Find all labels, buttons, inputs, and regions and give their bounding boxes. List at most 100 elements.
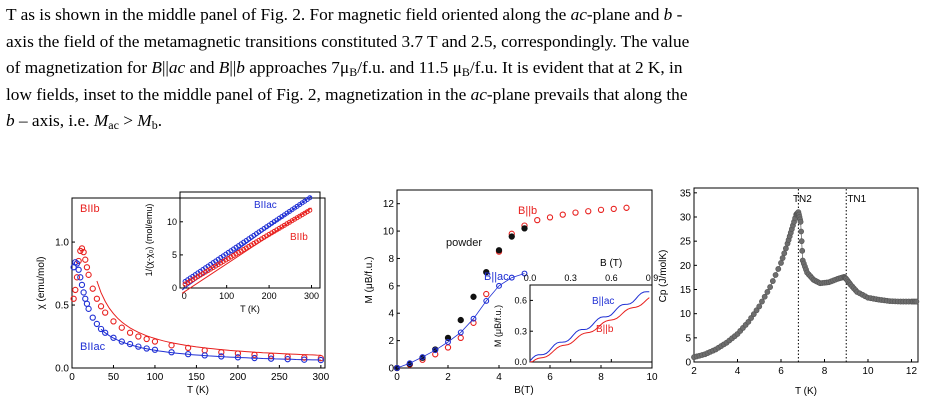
cp-point xyxy=(756,303,763,310)
mag-inset-xtick-label: 0.9 xyxy=(646,273,659,283)
mag-b-point xyxy=(559,211,566,218)
text-line-2: axis the field of the metamagnetic trans… xyxy=(6,31,690,51)
mag-frame xyxy=(396,189,653,369)
mag-inset-xtick-label: 0.3 xyxy=(564,273,577,283)
cp-point xyxy=(764,289,771,295)
chi-ac-point xyxy=(118,338,125,345)
chi-b-point xyxy=(80,248,87,256)
chi-b-point xyxy=(143,335,150,343)
chi-b-point xyxy=(93,295,101,302)
cp-point xyxy=(781,250,788,257)
cp-point xyxy=(761,293,768,300)
mag-xtick-label: 2 xyxy=(445,372,451,383)
mag-b-point xyxy=(470,319,477,326)
mag-ytick-label: 8 xyxy=(388,254,394,265)
mag-b-point xyxy=(534,216,541,224)
mag-inset-ytick-label: 0.3 xyxy=(514,326,527,336)
chi-label-ac: BIIac xyxy=(80,341,106,353)
paragraph: T as is shown in the middle panel of Fig… xyxy=(6,2,942,135)
chi-b-point xyxy=(251,351,258,358)
chi-xtick-label: 100 xyxy=(147,372,164,383)
cp-xtick-label: 10 xyxy=(862,366,874,377)
mag-ylabel: M (μB/f.u.) xyxy=(364,257,375,304)
mag-powder-point xyxy=(444,334,452,342)
chi-ac-point xyxy=(251,354,258,362)
cp-point xyxy=(769,278,776,284)
chi-fit-ac-line xyxy=(100,328,321,361)
chi-ytick-label: 1.0 xyxy=(55,238,69,249)
chi-inset-label-ac: BIIac xyxy=(254,200,277,211)
chi-b-point xyxy=(317,355,325,362)
mag-b-point xyxy=(572,209,579,216)
chi-ac-point xyxy=(110,334,117,341)
cp-point xyxy=(745,318,752,325)
cp-point xyxy=(767,284,774,290)
cp-ytick-label: 15 xyxy=(680,285,692,296)
chi-b-point xyxy=(89,285,96,292)
mag-ac-point xyxy=(406,360,413,367)
chi-inset-xtick-label: 300 xyxy=(304,291,319,301)
chi-ac-point xyxy=(97,325,105,333)
chi-inset-xtick-label: 200 xyxy=(262,291,277,301)
chi-b-point xyxy=(102,309,109,316)
mag-inset-xtick-label: 0.6 xyxy=(605,273,618,283)
chi-b-point xyxy=(82,256,89,263)
cp-xtick-label: 12 xyxy=(906,366,918,377)
mag-inset-xtick-label: 0.0 xyxy=(524,273,537,283)
chi-b-point xyxy=(151,338,159,345)
mag-b-point xyxy=(597,206,605,214)
cp-ytick-label: 10 xyxy=(680,309,692,320)
chi-fit-b-line xyxy=(96,280,321,356)
mag-label-ac: B||ac xyxy=(484,271,509,283)
chi-inset-b-point xyxy=(307,207,313,213)
chi-b-point xyxy=(184,344,192,352)
mag-b-point xyxy=(444,344,452,351)
cp-xlabel: T (K) xyxy=(795,386,817,397)
mag-ytick-label: 0 xyxy=(388,364,394,375)
chi-ac-point xyxy=(301,356,308,363)
cp-point xyxy=(798,238,805,245)
cp-frame xyxy=(693,187,919,363)
mag-ytick-label: 12 xyxy=(383,199,395,210)
chi-inset-ylabel: 1/(χ-χ₀) (mol/emu) xyxy=(144,204,154,277)
chi-b-point xyxy=(168,342,175,349)
chi-ac-point xyxy=(151,346,159,353)
cp-xtick-label: 6 xyxy=(778,366,784,377)
chi-ac-point xyxy=(218,353,225,360)
cp-point xyxy=(797,218,804,225)
mag-powder-point xyxy=(508,233,515,240)
cp-label-tn1: TN1 xyxy=(847,194,866,205)
chi-xtick-label: 50 xyxy=(108,372,120,383)
cp-line xyxy=(693,211,918,358)
chi-inset-ytick-label: 5 xyxy=(172,250,177,260)
chi-ac-point xyxy=(102,329,109,336)
chi-b-point xyxy=(83,264,91,271)
chi-ac-point xyxy=(78,281,86,289)
cp-point xyxy=(748,315,754,321)
chi-ac-point xyxy=(82,295,89,302)
chi-b-point xyxy=(85,271,92,278)
chi-ac-point xyxy=(83,300,91,307)
chi-b-point xyxy=(118,324,125,331)
chi-inset-frame xyxy=(179,191,321,289)
chi-xtick-label: 150 xyxy=(188,372,205,383)
mag-ac-point xyxy=(508,274,515,281)
cp-xtick-label: 4 xyxy=(735,366,741,377)
chi-ac-point xyxy=(77,274,84,281)
mag-b-point xyxy=(585,208,592,215)
mag-xtick-label: 6 xyxy=(547,372,553,383)
heat-capacity-panel: 2 4 6 8 10 12 0 5 10 15 20 25 30 35 T (K) Cp (J/molK) TN… xyxy=(658,187,920,397)
cp-point xyxy=(778,260,784,266)
cp-point xyxy=(782,245,789,252)
mag-powder-point xyxy=(457,316,464,324)
cp-point xyxy=(799,247,806,254)
chi-ac-point xyxy=(73,260,81,267)
chi-ac-point xyxy=(72,259,79,266)
mag-powder-point xyxy=(483,269,490,276)
cp-point xyxy=(798,228,805,235)
chi-ac-point xyxy=(80,289,87,296)
chi-ac-point xyxy=(75,266,82,273)
chi-ac-point xyxy=(184,350,192,358)
chi-inset-fit-ac-line xyxy=(181,195,312,291)
mag-xtick-label: 8 xyxy=(598,372,604,383)
